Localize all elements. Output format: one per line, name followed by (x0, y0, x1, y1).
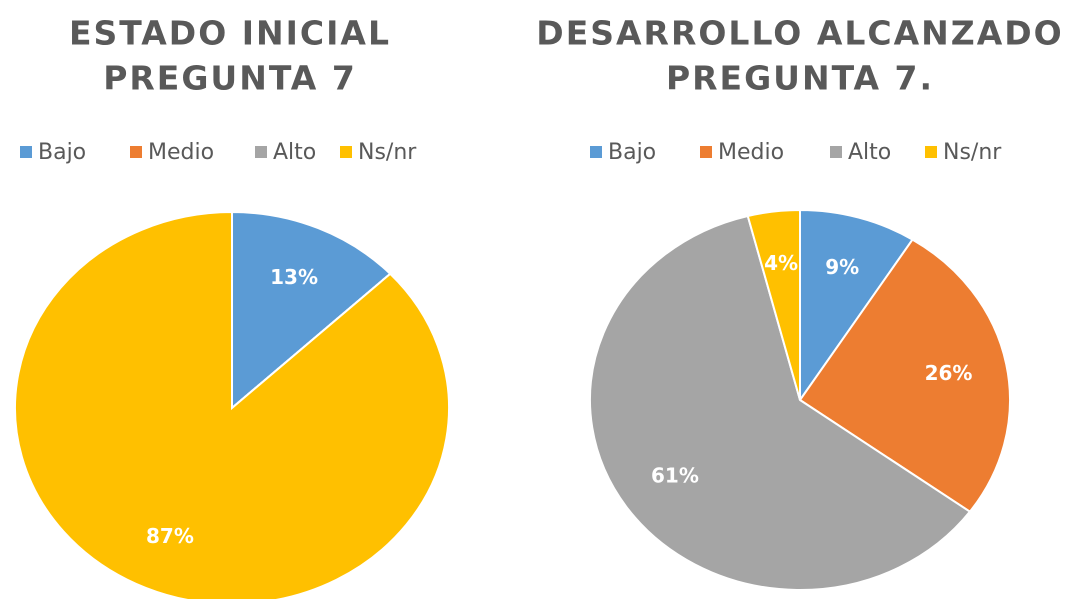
legend-label: Alto (848, 140, 891, 165)
pie-slice (231, 210, 392, 411)
legend-label: Ns/nr (943, 140, 1002, 165)
chart-title: PREGUNTA 7. (666, 59, 934, 98)
pie-slice (799, 208, 914, 404)
legend-label: Bajo (608, 140, 656, 165)
chart-title: PREGUNTA 7 (103, 59, 357, 98)
chart-title: DESARROLLO ALCANZADO (536, 14, 1063, 53)
data-label: 9% (825, 255, 859, 279)
legend-swatch (925, 146, 937, 158)
legend-label: Medio (718, 140, 784, 165)
data-label: 87% (146, 524, 194, 548)
legend-swatch (20, 146, 32, 158)
legend-swatch (255, 146, 267, 158)
pie-slice (589, 214, 972, 591)
legend-swatch (340, 146, 352, 158)
legend-label: Bajo (38, 140, 86, 165)
data-label: 26% (925, 361, 973, 385)
data-label: 4% (764, 251, 798, 275)
pie-slice (798, 238, 1011, 514)
legend-swatch (700, 146, 712, 158)
legend-swatch (830, 146, 842, 158)
legend-swatch (590, 146, 602, 158)
legend-label: Medio (148, 140, 214, 165)
pie-slice (746, 208, 801, 401)
legend-swatch (130, 146, 142, 158)
pie-slice (14, 210, 450, 599)
legend-label: Alto (273, 140, 316, 165)
data-label: 61% (651, 463, 699, 487)
legend-label: Ns/nr (358, 140, 417, 165)
data-label: 13% (270, 265, 318, 289)
chart-title: ESTADO INICIAL (69, 14, 391, 53)
